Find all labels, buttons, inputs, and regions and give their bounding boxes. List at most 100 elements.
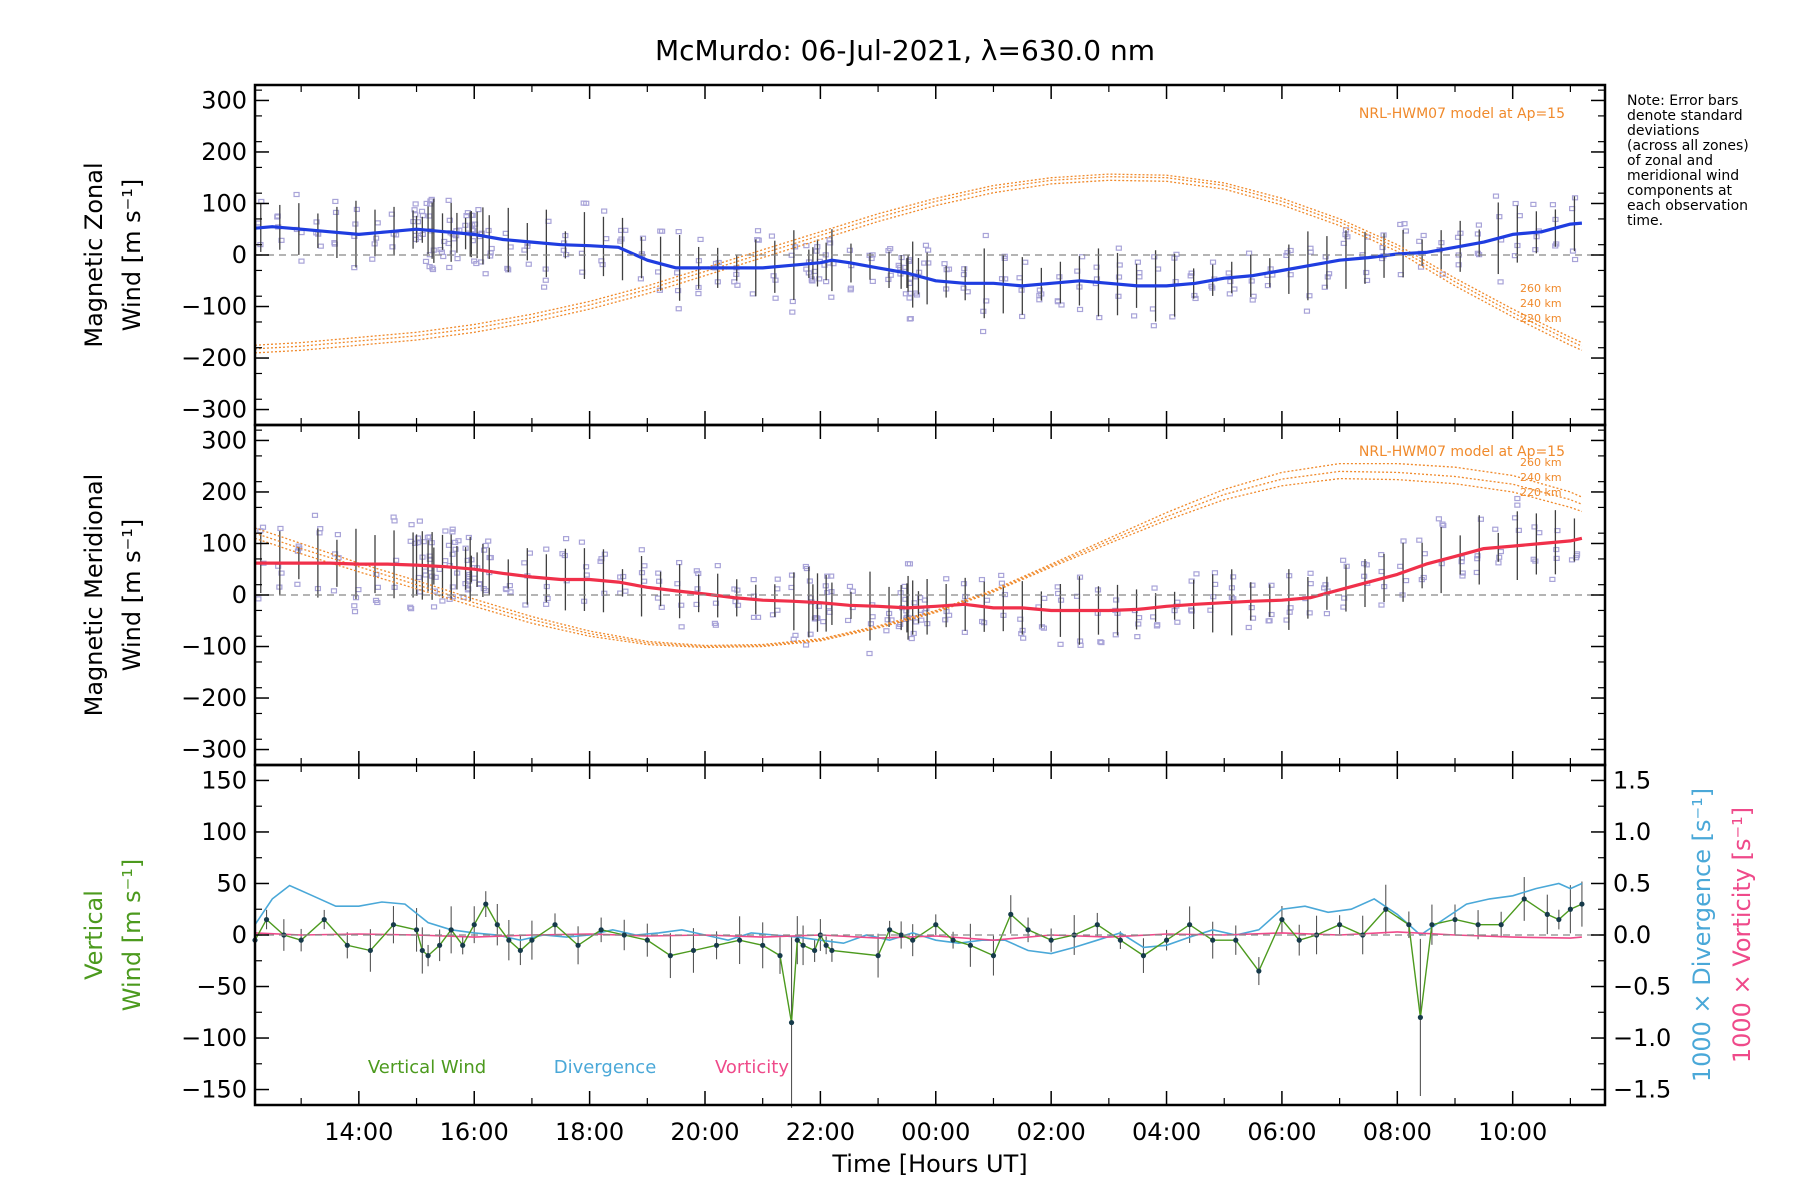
- zone-point: [925, 260, 932, 266]
- zone-point: [750, 577, 757, 583]
- zone-point: [293, 191, 300, 198]
- zone-point: [711, 620, 719, 626]
- zone-point: [255, 596, 262, 602]
- zone-point: [824, 573, 831, 579]
- zone-point: [622, 588, 629, 594]
- vertical-wind-point: [1140, 953, 1147, 959]
- zone-point: [980, 328, 987, 335]
- zone-point: [426, 534, 433, 540]
- vertical-wind-point: [875, 953, 881, 959]
- zone-point: [674, 270, 681, 276]
- zone-point: [847, 285, 855, 291]
- vertical-wind-point: [552, 922, 558, 928]
- divergence-line: [254, 882, 1583, 955]
- zone-point: [582, 564, 590, 570]
- zone-point: [885, 276, 892, 283]
- zone-point: [578, 539, 586, 545]
- zone-point: [961, 629, 968, 635]
- zone-point: [844, 617, 852, 624]
- zone-point: [1057, 641, 1064, 647]
- vorticity-line: [254, 931, 1582, 942]
- zone-point: [522, 602, 529, 608]
- zone-point: [1115, 274, 1123, 280]
- zone-point: [770, 273, 777, 279]
- zone-point: [678, 624, 685, 630]
- zone-point: [1245, 624, 1252, 631]
- zone-point: [542, 277, 549, 283]
- zone-point: [789, 309, 796, 315]
- zone-point: [982, 232, 989, 239]
- vertical-wind-point: [483, 901, 489, 907]
- zone-point: [372, 597, 380, 603]
- zone-point: [1135, 621, 1142, 627]
- y2-tick-label: 1.5: [1613, 766, 1651, 794]
- vertical-wind-point: [990, 953, 997, 959]
- zone-point: [980, 308, 987, 314]
- zone-point: [1018, 631, 1025, 637]
- zone-point: [1323, 611, 1331, 617]
- zone-point: [1474, 250, 1481, 256]
- zone-point: [1475, 222, 1482, 228]
- zone-point: [1169, 314, 1176, 320]
- y-axis-label-line: Wind [m s⁻¹]: [118, 179, 146, 331]
- zone-point: [317, 243, 324, 249]
- zone-point: [374, 584, 381, 590]
- vertical-wind-point: [298, 937, 304, 943]
- series-lines-layer: [252, 173, 1585, 1026]
- y2-tick-label: −1.0: [1613, 1024, 1671, 1052]
- zone-point: [922, 242, 930, 248]
- zone-point: [1492, 526, 1499, 532]
- zone-point: [813, 248, 820, 254]
- vertical-wind-point: [950, 937, 956, 943]
- vertical-wind-point: [788, 1019, 795, 1026]
- meridional-wind-line: [255, 536, 1583, 613]
- zone-point: [1303, 308, 1311, 314]
- zone-point: [414, 219, 422, 225]
- zone-point: [1340, 557, 1347, 563]
- zone-point: [1435, 516, 1442, 522]
- y-tick-label: 100: [201, 529, 247, 557]
- zone-point: [618, 236, 625, 242]
- zone-point: [1340, 604, 1347, 610]
- y2-tick-label: −1.5: [1613, 1076, 1671, 1104]
- zone-point: [1306, 293, 1313, 299]
- vertical-wind-point: [413, 927, 420, 933]
- zone-point: [694, 586, 701, 592]
- vertical-wind-point: [713, 942, 720, 948]
- zone-point: [1492, 193, 1500, 199]
- zone-point: [750, 614, 758, 620]
- zone-point: [353, 206, 360, 213]
- zone-point: [1191, 292, 1198, 299]
- vertical-wind-point: [887, 927, 893, 933]
- zone-point: [654, 269, 662, 275]
- vertical-wind-point: [598, 927, 604, 933]
- zone-point: [355, 586, 362, 593]
- zone-point: [887, 272, 894, 278]
- vertical-wind-point: [419, 947, 425, 954]
- zone-point: [445, 197, 452, 203]
- zone-point: [1530, 201, 1537, 208]
- zone-point: [883, 628, 890, 634]
- vertical-wind-point: [760, 942, 766, 948]
- zone-point: [1400, 538, 1407, 544]
- zone-point: [792, 632, 799, 638]
- zone-point: [943, 576, 950, 582]
- zone-point: [1402, 228, 1410, 234]
- zone-point: [1022, 259, 1029, 265]
- zone-point: [828, 294, 835, 300]
- zone-point: [714, 563, 721, 569]
- zone-point: [1307, 581, 1314, 587]
- vertical-wind-point: [1567, 906, 1573, 912]
- vertical-wind-point: [823, 942, 829, 948]
- zone-point: [618, 227, 625, 234]
- y-axis-label-line: Wind [m s⁻¹]: [118, 859, 146, 1011]
- vertical-wind-point: [1429, 922, 1435, 928]
- zone-point: [1343, 563, 1350, 569]
- zone-point: [1512, 200, 1519, 207]
- vertical-wind-point: [471, 922, 477, 928]
- zone-point: [369, 256, 376, 262]
- zone-point: [351, 609, 359, 615]
- y-axis-label-line: Magnetic Meridional: [80, 474, 108, 717]
- y-tick-label: −300: [181, 736, 247, 764]
